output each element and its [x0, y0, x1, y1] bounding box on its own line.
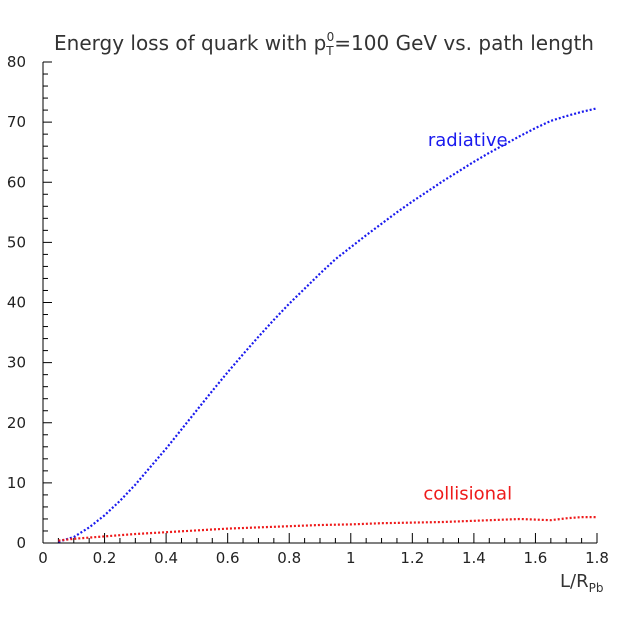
y-tick-label: 60	[7, 173, 26, 191]
x-tick-label: 1.2	[400, 549, 424, 567]
x-tick-label: 0.2	[93, 549, 117, 567]
x-axis-ticks: 0 0.2 0.4 0.6 0.8 1 1.2 1.4 1.6 1.8	[38, 533, 609, 567]
y-tick-label: 70	[7, 113, 26, 131]
series-label-collisional: collisional	[423, 484, 512, 505]
x-axis-label: L/RPb	[560, 571, 603, 595]
y-tick-label: 0	[16, 534, 26, 552]
x-tick-label: 1.8	[585, 549, 609, 567]
y-tick-label: 20	[7, 414, 26, 432]
y-tick-label: 80	[7, 53, 26, 71]
x-tick-label: 0	[38, 549, 48, 567]
x-tick-label: 0.4	[154, 549, 178, 567]
y-axis-ticks: 0 10 20 30 40 50 60 70 80	[7, 53, 52, 552]
plot-area: 0 10 20 30 40 50 60 70 80 0 0.2 0.4 0.6 0.8 1 1.2 1.4 1.…	[7, 53, 609, 567]
x-tick-label: 0.8	[277, 549, 301, 567]
series-line-radiative	[58, 107, 598, 543]
series-group	[58, 107, 598, 543]
x-tick-label: 0.6	[216, 549, 240, 567]
series-annotations: radiative collisional	[423, 130, 512, 505]
x-tick-label: 1.4	[462, 549, 486, 567]
x-tick-label: 1.6	[524, 549, 548, 567]
chart-title: Energy loss of quark with pT0=100 GeV vs…	[54, 30, 594, 58]
series-line-collisional	[58, 516, 597, 542]
y-tick-label: 10	[7, 474, 26, 492]
y-tick-label: 40	[7, 294, 26, 312]
y-tick-label: 50	[7, 233, 26, 251]
y-tick-label: 30	[7, 354, 26, 372]
series-label-radiative: radiative	[428, 130, 508, 151]
x-tick-label: 1	[346, 549, 356, 567]
